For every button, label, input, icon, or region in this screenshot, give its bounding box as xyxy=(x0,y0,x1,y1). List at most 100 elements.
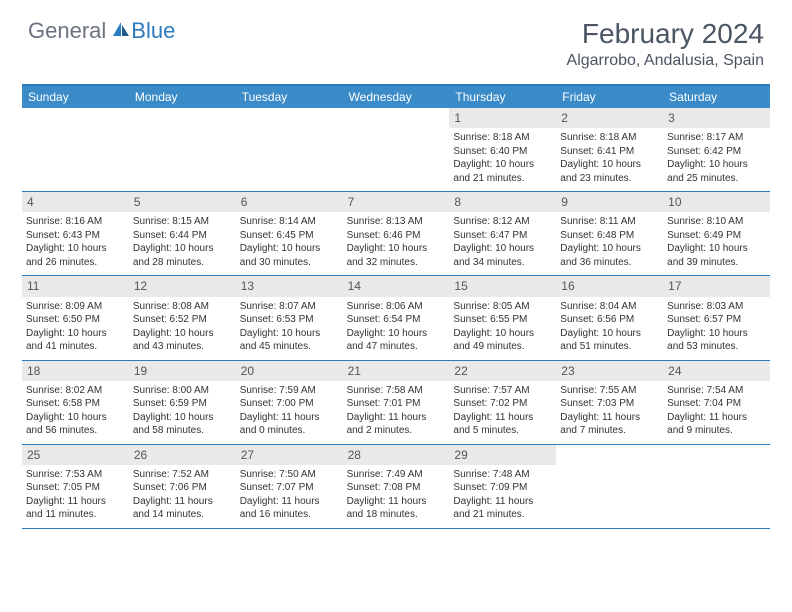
day-number: 27 xyxy=(236,445,343,465)
sunrise-text: Sunrise: 8:17 AM xyxy=(667,131,766,145)
day-cell: 27Sunrise: 7:50 AMSunset: 7:07 PMDayligh… xyxy=(236,445,343,528)
sunrise-text: Sunrise: 7:57 AM xyxy=(453,384,552,398)
daylight-text: Daylight: 10 hours and 51 minutes. xyxy=(560,327,659,354)
sunset-text: Sunset: 6:56 PM xyxy=(560,313,659,327)
day-cell: 7Sunrise: 8:13 AMSunset: 6:46 PMDaylight… xyxy=(343,192,450,275)
day-cell: 11Sunrise: 8:09 AMSunset: 6:50 PMDayligh… xyxy=(22,276,129,359)
day-number: 6 xyxy=(236,192,343,212)
daylight-text: Daylight: 10 hours and 28 minutes. xyxy=(133,242,232,269)
daylight-text: Daylight: 11 hours and 21 minutes. xyxy=(453,495,552,522)
day-cell: 22Sunrise: 7:57 AMSunset: 7:02 PMDayligh… xyxy=(449,361,556,444)
day-number xyxy=(663,445,770,465)
daylight-text: Daylight: 11 hours and 14 minutes. xyxy=(133,495,232,522)
sunset-text: Sunset: 6:49 PM xyxy=(667,229,766,243)
sunrise-text: Sunrise: 7:48 AM xyxy=(453,468,552,482)
page-header: General Blue February 2024 Algarrobo, An… xyxy=(0,0,792,76)
calendar-week: 18Sunrise: 8:02 AMSunset: 6:58 PMDayligh… xyxy=(22,361,770,445)
sunrise-text: Sunrise: 7:58 AM xyxy=(347,384,446,398)
sunrise-text: Sunrise: 8:08 AM xyxy=(133,300,232,314)
sunrise-text: Sunrise: 8:18 AM xyxy=(453,131,552,145)
day-cell: 15Sunrise: 8:05 AMSunset: 6:55 PMDayligh… xyxy=(449,276,556,359)
sunrise-text: Sunrise: 7:53 AM xyxy=(26,468,125,482)
sunset-text: Sunset: 7:03 PM xyxy=(560,397,659,411)
sunrise-text: Sunrise: 7:50 AM xyxy=(240,468,339,482)
sunset-text: Sunset: 6:53 PM xyxy=(240,313,339,327)
day-number: 12 xyxy=(129,276,236,296)
title-block: February 2024 Algarrobo, Andalusia, Spai… xyxy=(567,18,764,70)
calendar: SundayMondayTuesdayWednesdayThursdayFrid… xyxy=(22,84,770,529)
day-cell: 12 Sunrise: 8:08 AMSunset: 6:52 PMDayligh… xyxy=(129,276,236,359)
day-header: Monday xyxy=(129,86,236,108)
sunset-text: Sunset: 7:06 PM xyxy=(133,481,232,495)
brand-logo: General Blue xyxy=(28,18,175,44)
sunset-text: Sunset: 6:45 PM xyxy=(240,229,339,243)
day-number: 1 xyxy=(449,108,556,128)
daylight-text: Daylight: 10 hours and 25 minutes. xyxy=(667,158,766,185)
day-cell xyxy=(129,108,236,191)
daylight-text: Daylight: 10 hours and 30 minutes. xyxy=(240,242,339,269)
daylight-text: Daylight: 10 hours and 43 minutes. xyxy=(133,327,232,354)
daylight-text: Daylight: 10 hours and 21 minutes. xyxy=(453,158,552,185)
brand-text-1: General xyxy=(28,18,106,44)
day-number: 18 xyxy=(22,361,129,381)
day-cell: 14Sunrise: 8:06 AMSunset: 6:54 PMDayligh… xyxy=(343,276,450,359)
sunset-text: Sunset: 7:04 PM xyxy=(667,397,766,411)
sunset-text: Sunset: 6:48 PM xyxy=(560,229,659,243)
sunset-text: Sunset: 6:59 PM xyxy=(133,397,232,411)
day-cell: 9Sunrise: 8:11 AMSunset: 6:48 PMDaylight… xyxy=(556,192,663,275)
day-number: 29 xyxy=(449,445,556,465)
sunrise-text: Sunrise: 8:07 AM xyxy=(240,300,339,314)
sunset-text: Sunset: 7:08 PM xyxy=(347,481,446,495)
sunset-text: Sunset: 6:44 PM xyxy=(133,229,232,243)
sunrise-text: Sunrise: 8:18 AM xyxy=(560,131,659,145)
day-number: 25 xyxy=(22,445,129,465)
brand-text-2: Blue xyxy=(131,18,175,44)
day-number: 9 xyxy=(556,192,663,212)
day-number: 5 xyxy=(129,192,236,212)
day-number: 15 xyxy=(449,276,556,296)
day-cell: 25Sunrise: 7:53 AMSunset: 7:05 PMDayligh… xyxy=(22,445,129,528)
day-cell: 21Sunrise: 7:58 AMSunset: 7:01 PMDayligh… xyxy=(343,361,450,444)
sunrise-text: Sunrise: 8:03 AM xyxy=(667,300,766,314)
daylight-text: Daylight: 10 hours and 47 minutes. xyxy=(347,327,446,354)
calendar-week: 1Sunrise: 8:18 AMSunset: 6:40 PMDaylight… xyxy=(22,108,770,192)
day-number: 8 xyxy=(449,192,556,212)
day-cell: 2Sunrise: 8:18 AMSunset: 6:41 PMDaylight… xyxy=(556,108,663,191)
sunset-text: Sunset: 6:50 PM xyxy=(26,313,125,327)
sunrise-text: Sunrise: 8:15 AM xyxy=(133,215,232,229)
calendar-weeks: 1Sunrise: 8:18 AMSunset: 6:40 PMDaylight… xyxy=(22,108,770,529)
daylight-text: Daylight: 11 hours and 16 minutes. xyxy=(240,495,339,522)
sunrise-text: Sunrise: 8:12 AM xyxy=(453,215,552,229)
daylight-text: Daylight: 10 hours and 56 minutes. xyxy=(26,411,125,438)
day-number xyxy=(22,108,129,128)
day-cell: 13Sunrise: 8:07 AMSunset: 6:53 PMDayligh… xyxy=(236,276,343,359)
day-header: Saturday xyxy=(663,86,770,108)
daylight-text: Daylight: 10 hours and 49 minutes. xyxy=(453,327,552,354)
sunrise-text: Sunrise: 8:14 AM xyxy=(240,215,339,229)
daylight-text: Daylight: 10 hours and 53 minutes. xyxy=(667,327,766,354)
day-number: 10 xyxy=(663,192,770,212)
sunset-text: Sunset: 6:52 PM xyxy=(133,313,232,327)
sunset-text: Sunset: 6:46 PM xyxy=(347,229,446,243)
day-number: 19 xyxy=(129,361,236,381)
sunrise-text: Sunrise: 7:49 AM xyxy=(347,468,446,482)
daylight-text: Daylight: 10 hours and 36 minutes. xyxy=(560,242,659,269)
sunset-text: Sunset: 6:43 PM xyxy=(26,229,125,243)
calendar-week: 4Sunrise: 8:16 AMSunset: 6:43 PMDaylight… xyxy=(22,192,770,276)
day-number xyxy=(236,108,343,128)
day-cell: 16Sunrise: 8:04 AMSunset: 6:56 PMDayligh… xyxy=(556,276,663,359)
day-cell: 3Sunrise: 8:17 AMSunset: 6:42 PMDaylight… xyxy=(663,108,770,191)
day-cell: 8Sunrise: 8:12 AMSunset: 6:47 PMDaylight… xyxy=(449,192,556,275)
daylight-text: Daylight: 11 hours and 7 minutes. xyxy=(560,411,659,438)
day-header: Friday xyxy=(556,86,663,108)
daylight-text: Daylight: 11 hours and 18 minutes. xyxy=(347,495,446,522)
day-cell xyxy=(556,445,663,528)
sunrise-text: Sunrise: 8:02 AM xyxy=(26,384,125,398)
day-cell: 4Sunrise: 8:16 AMSunset: 6:43 PMDaylight… xyxy=(22,192,129,275)
day-cell: 1Sunrise: 8:18 AMSunset: 6:40 PMDaylight… xyxy=(449,108,556,191)
day-number: 23 xyxy=(556,361,663,381)
sunset-text: Sunset: 6:54 PM xyxy=(347,313,446,327)
daylight-text: Daylight: 10 hours and 58 minutes. xyxy=(133,411,232,438)
day-cell: 28Sunrise: 7:49 AMSunset: 7:08 PMDayligh… xyxy=(343,445,450,528)
day-cell: 5 Sunrise: 8:15 AMSunset: 6:44 PMDaylight… xyxy=(129,192,236,275)
